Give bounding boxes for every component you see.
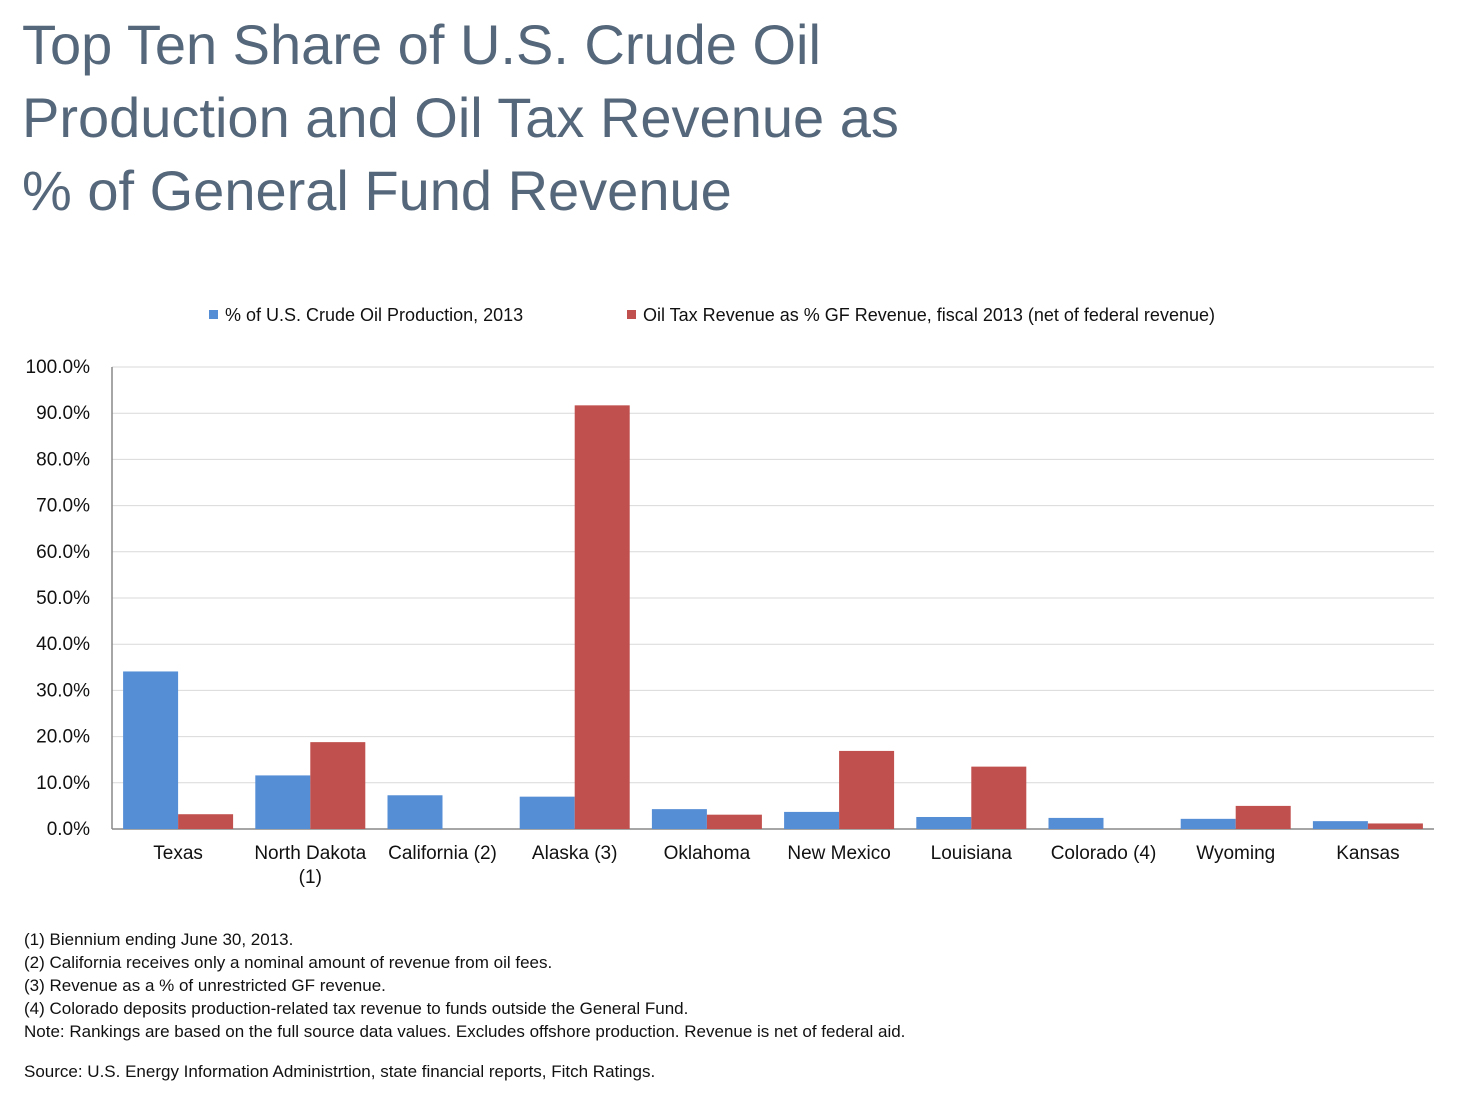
bar-chart: 0.0% 10.0% 20.0% 30.0% 40.0% 50.0% 60.0% 70.0% 8… (26, 305, 1434, 888)
bar-production (1180, 818, 1236, 829)
legend-swatch (209, 310, 218, 319)
footnote-4: (4) Colorado deposits production-related… (24, 999, 689, 1018)
footnote-3: (3) Revenue as a % of unrestricted GF re… (24, 976, 386, 995)
bar-production (1048, 817, 1104, 829)
legend-label: % of U.S. Crude Oil Production, 2013 (225, 305, 523, 325)
x-tick-label: Alaska (3) (532, 843, 618, 864)
footnote-2: (2) California receives only a nominal a… (24, 953, 553, 972)
title-line-1: Top Ten Share of U.S. Crude Oil (22, 13, 821, 76)
x-tick-label: Kansas (1336, 843, 1399, 864)
x-tick-label: Wyoming (1196, 843, 1275, 864)
bar-revenue (310, 742, 366, 829)
y-tick-label: 70.0% (36, 496, 90, 517)
bar-revenue (1235, 805, 1291, 829)
title-line-2: Production and Oil Tax Revenue as (22, 86, 899, 149)
y-tick-label: 90.0% (36, 403, 90, 424)
chart-title: Top Ten Share of U.S. Crude Oil Producti… (22, 8, 1122, 227)
y-tick-label: 30.0% (36, 680, 90, 701)
bar-production (1312, 821, 1368, 829)
bar-production (123, 671, 179, 829)
y-tick-label: 10.0% (36, 773, 90, 794)
bar-revenue (574, 405, 630, 829)
bar-revenue (971, 766, 1027, 829)
x-tick-label: (1) (299, 867, 322, 888)
bar-production (387, 795, 443, 829)
footnotes: (1) Biennium ending June 30, 2013. (2) C… (24, 928, 905, 1043)
x-tick-label: Louisiana (931, 843, 1013, 864)
bar-production (255, 775, 311, 829)
x-tick-label: New Mexico (787, 843, 890, 864)
footnote-note: Note: Rankings are based on the full sou… (24, 1022, 906, 1041)
bar-revenue (178, 814, 234, 829)
y-tick-label: 20.0% (36, 727, 90, 748)
title-line-3: % of General Fund Revenue (22, 159, 732, 222)
y-tick-label: 40.0% (36, 634, 90, 655)
y-tick-label: 80.0% (36, 449, 90, 470)
footnote-1: (1) Biennium ending June 30, 2013. (24, 930, 294, 949)
y-tick-label: 50.0% (36, 588, 90, 609)
bar-production (916, 816, 972, 829)
bar-revenue (1367, 823, 1423, 829)
x-tick-label: Colorado (4) (1051, 843, 1157, 864)
y-tick-label: 60.0% (36, 542, 90, 563)
bar-revenue (706, 814, 762, 829)
bar-revenue (839, 750, 895, 829)
legend-label: Oil Tax Revenue as % GF Revenue, fiscal … (643, 305, 1215, 325)
legend-swatch (627, 310, 636, 319)
bar-production (651, 809, 707, 829)
source-note: Source: U.S. Energy Information Administ… (24, 1062, 656, 1081)
y-tick-label: 0.0% (47, 819, 90, 840)
bar-production (784, 811, 840, 829)
y-tick-label: 100.0% (26, 357, 91, 378)
x-tick-label: Oklahoma (664, 843, 751, 864)
x-tick-label: California (2) (388, 843, 497, 864)
x-tick-label: Texas (153, 843, 203, 864)
bar-production (519, 796, 575, 829)
x-tick-label: North Dakota (254, 843, 366, 864)
